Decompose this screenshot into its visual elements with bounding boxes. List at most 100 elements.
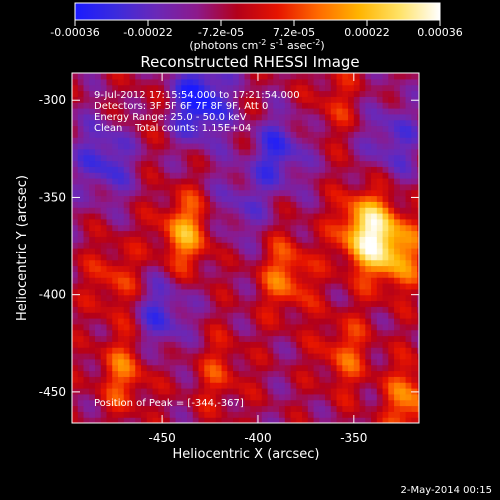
heatmap-cell — [181, 312, 188, 319]
heatmap-cell — [238, 90, 246, 97]
heatmap-cell — [238, 388, 246, 395]
heatmap-cell — [336, 288, 343, 296]
heatmap-cell — [129, 207, 136, 214]
heatmap-cell — [221, 201, 228, 208]
heatmap-cell — [164, 201, 171, 208]
heatmap-cell — [141, 300, 148, 307]
heatmap-cell — [359, 213, 366, 220]
heatmap-cell — [95, 323, 102, 331]
heatmap-cell — [83, 154, 90, 162]
heatmap-cell — [112, 166, 119, 173]
heatmap-cell — [146, 119, 154, 127]
heatmap-cell — [353, 353, 361, 360]
heatmap-cell — [250, 335, 257, 342]
heatmap-cell — [256, 259, 263, 267]
heatmap-cell — [284, 242, 292, 249]
heatmap-cell — [250, 300, 257, 307]
heatmap-cell — [319, 108, 326, 115]
heatmap-cell — [129, 283, 136, 290]
heatmap-cell — [129, 78, 136, 86]
heatmap-cell — [169, 119, 177, 127]
heatmap-cell — [388, 137, 395, 144]
heatmap-cell — [371, 213, 378, 220]
heatmap-cell — [307, 265, 315, 272]
heatmap-cell — [135, 108, 142, 115]
heatmap-cell — [388, 353, 395, 360]
heatmap-cell — [72, 417, 79, 423]
heatmap-cell — [118, 382, 125, 389]
heatmap-cell — [95, 341, 102, 348]
heatmap-cell — [83, 271, 90, 278]
heatmap-cell — [175, 224, 182, 232]
heatmap-cell — [227, 113, 234, 121]
heatmap-cell — [233, 207, 240, 214]
heatmap-cell — [307, 353, 315, 360]
heatmap-cell — [359, 183, 366, 191]
heatmap-cell — [112, 137, 119, 144]
heatmap-cell — [238, 353, 246, 360]
heatmap-cell — [325, 405, 332, 412]
heatmap-cell — [204, 318, 211, 325]
heatmap-cell — [296, 148, 303, 156]
heatmap-cell — [135, 160, 142, 167]
heatmap-cell — [198, 183, 205, 191]
heatmap-cell — [302, 288, 309, 296]
heatmap-cell — [233, 137, 240, 144]
heatmap-cell — [348, 172, 355, 179]
heatmap-cell — [227, 137, 234, 144]
heatmap-cell — [233, 172, 240, 179]
heatmap-cell — [210, 329, 217, 337]
heatmap-cell — [284, 329, 292, 337]
heatmap-cell — [267, 300, 274, 307]
heatmap-cell — [359, 376, 366, 383]
heatmap-cell — [325, 143, 332, 150]
heatmap-cell — [175, 84, 182, 92]
heatmap-cell — [192, 73, 200, 80]
heatmap-cell — [123, 248, 131, 255]
heatmap-cell — [89, 113, 96, 121]
heatmap-cell — [152, 137, 159, 144]
heatmap-cell — [261, 388, 269, 395]
heatmap-cell — [238, 393, 246, 401]
heatmap-cell — [330, 189, 338, 197]
heatmap-cell — [118, 131, 125, 138]
heatmap-cell — [158, 102, 165, 109]
heatmap-cell — [388, 341, 395, 348]
heatmap-cell — [192, 288, 200, 296]
heatmap-cell — [405, 201, 412, 208]
heatmap-cell — [198, 405, 205, 412]
heatmap-cell — [296, 248, 303, 255]
heatmap-cell — [250, 172, 257, 179]
heatmap-cell — [284, 405, 292, 412]
heatmap-cell — [129, 125, 136, 132]
heatmap-cell — [181, 393, 188, 401]
heatmap-cell — [284, 306, 292, 313]
heatmap-cell — [141, 364, 148, 372]
heatmap-cell — [123, 411, 131, 418]
heatmap-cell — [83, 166, 90, 173]
heatmap-cell — [382, 113, 389, 121]
heatmap-cell — [284, 300, 292, 307]
heatmap-cell — [89, 288, 96, 296]
heatmap-cell — [325, 195, 332, 202]
heatmap-cell — [405, 364, 412, 372]
heatmap-cell — [244, 312, 251, 319]
heatmap-cell — [250, 230, 257, 237]
heatmap-cell — [376, 388, 384, 395]
heatmap-cell — [100, 201, 108, 208]
heatmap-cell — [376, 242, 384, 249]
heatmap-cell — [267, 393, 274, 401]
heatmap-cell — [336, 388, 343, 395]
heatmap-cell — [141, 353, 148, 360]
heatmap-cell — [135, 213, 142, 220]
heatmap-cell — [330, 218, 338, 226]
heatmap-cell — [319, 143, 326, 150]
heatmap-cell — [296, 283, 303, 290]
heatmap-cell — [187, 154, 194, 162]
heatmap-cell — [313, 370, 320, 377]
heatmap-cell — [296, 323, 303, 331]
heatmap-cell — [371, 166, 378, 173]
heatmap-cell — [405, 353, 412, 360]
heatmap-cell — [302, 160, 309, 167]
heatmap-cell — [313, 131, 320, 138]
